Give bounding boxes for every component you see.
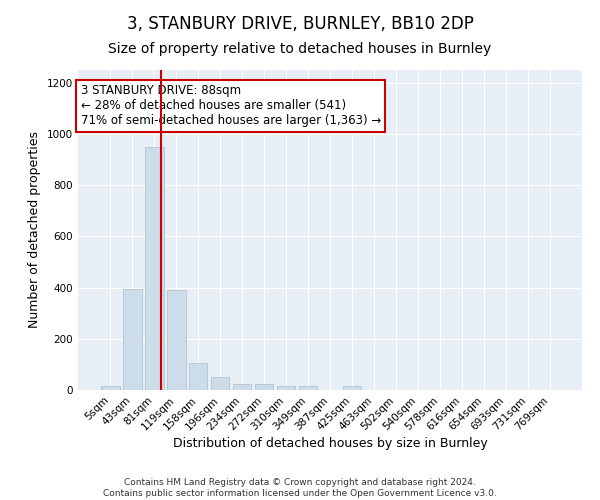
Bar [343, 386, 361, 390]
Y-axis label: Number of detached properties: Number of detached properties [28, 132, 41, 328]
Bar [101, 386, 119, 390]
Text: 3 STANBURY DRIVE: 88sqm
← 28% of detached houses are smaller (541)
71% of semi-d: 3 STANBURY DRIVE: 88sqm ← 28% of detache… [80, 84, 381, 128]
Text: Contains HM Land Registry data © Crown copyright and database right 2024.
Contai: Contains HM Land Registry data © Crown c… [103, 478, 497, 498]
Bar [145, 147, 164, 390]
Bar [167, 290, 185, 390]
Text: Size of property relative to detached houses in Burnley: Size of property relative to detached ho… [109, 42, 491, 56]
Bar [189, 363, 208, 390]
Bar [255, 384, 274, 390]
Bar [277, 386, 295, 390]
X-axis label: Distribution of detached houses by size in Burnley: Distribution of detached houses by size … [173, 438, 487, 450]
Bar [123, 289, 142, 390]
Text: 3, STANBURY DRIVE, BURNLEY, BB10 2DP: 3, STANBURY DRIVE, BURNLEY, BB10 2DP [127, 15, 473, 33]
Bar [299, 386, 317, 390]
Bar [211, 376, 229, 390]
Bar [233, 384, 251, 390]
